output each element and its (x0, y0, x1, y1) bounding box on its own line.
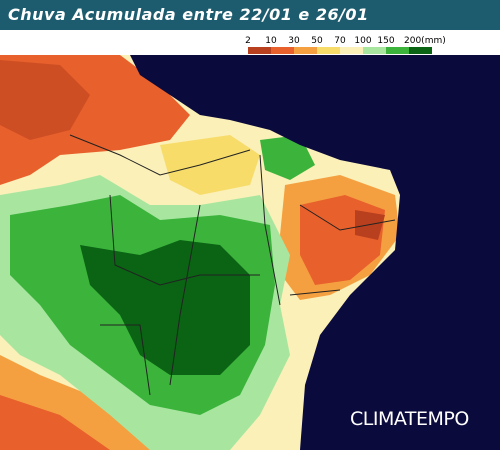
legend-label: 70 (334, 36, 346, 46)
legend-label: 30 (288, 36, 300, 46)
title: Chuva Acumulada entre 22/01 e 26/01 (8, 5, 369, 24)
rain-zone (80, 240, 250, 375)
legend-label: 150 (377, 36, 394, 46)
legend-label: 200(mm) (404, 36, 446, 46)
legend-swatch (363, 47, 386, 54)
rain-zone (160, 135, 260, 195)
legend-swatch (386, 47, 409, 54)
title-bar: Chuva Acumulada entre 22/01 e 26/01 (0, 0, 500, 30)
rain-zone (0, 60, 90, 140)
legend-swatch (294, 47, 317, 54)
legend: 2 10 30 50 70 100 150 200(mm) (225, 36, 446, 54)
legend-label: 100 (354, 36, 371, 46)
legend-bar: 2 10 30 50 70 100 150 200(mm) (0, 30, 500, 55)
legend-swatch (340, 47, 363, 54)
ocean (130, 55, 500, 450)
legend-swatch (409, 47, 432, 54)
legend-swatch (248, 47, 271, 54)
legend-label: 2 (245, 36, 251, 46)
legend-swatch (271, 47, 294, 54)
rain-zone (260, 135, 315, 180)
state-border (69, 134, 396, 396)
legend-swatch (225, 47, 248, 54)
watermark: CLIMATEMPO (350, 408, 469, 430)
legend-label: 10 (265, 36, 277, 46)
legend-label: 50 (311, 36, 323, 46)
rain-zone (0, 395, 110, 450)
rain-map: CLIMATEMPO (0, 55, 500, 450)
legend-swatch (317, 47, 340, 54)
